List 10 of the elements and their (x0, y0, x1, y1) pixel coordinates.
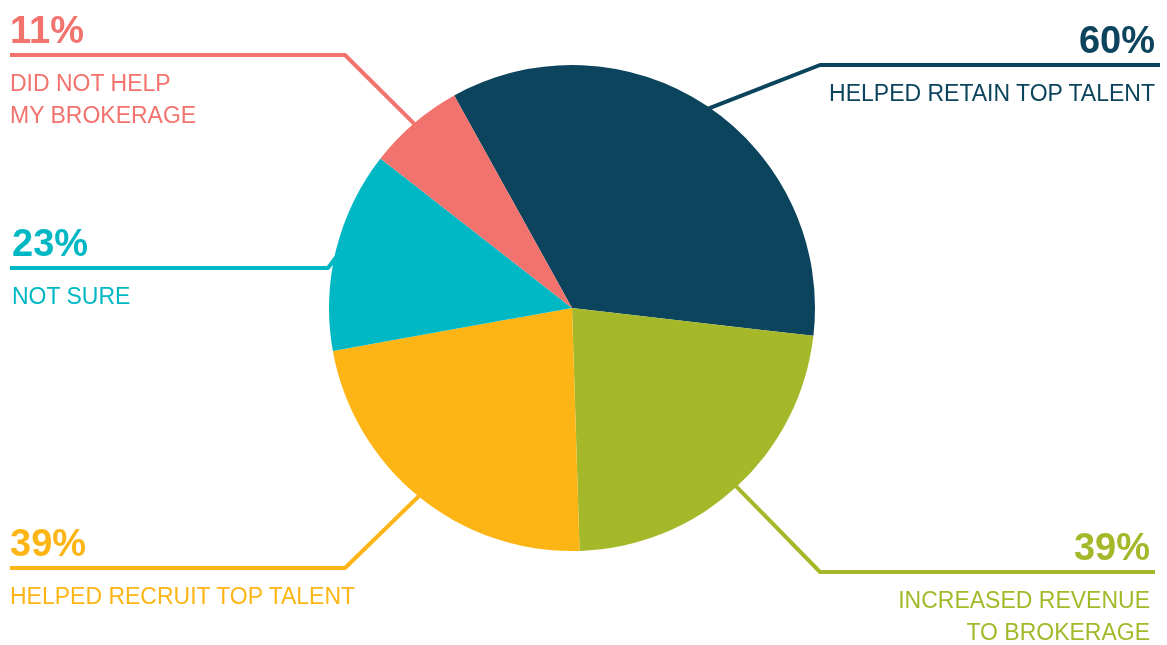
slice-label: INCREASED REVENUE TO BROKERAGE (898, 587, 1150, 645)
data-label: 11% (10, 9, 84, 51)
slice-label: HELPED RETAIN TOP TALENT (829, 80, 1155, 106)
data-label: 39% (1073, 526, 1150, 568)
slice-label: HELPED RECRUIT TOP TALENT (10, 583, 356, 609)
data-label: 60% (1078, 19, 1155, 61)
data-label: 23% (12, 222, 89, 264)
slice-label: NOT SURE (12, 283, 131, 309)
slice-label: DID NOT HELP MY BROKERAGE (10, 70, 197, 128)
data-label: 39% (10, 522, 87, 564)
